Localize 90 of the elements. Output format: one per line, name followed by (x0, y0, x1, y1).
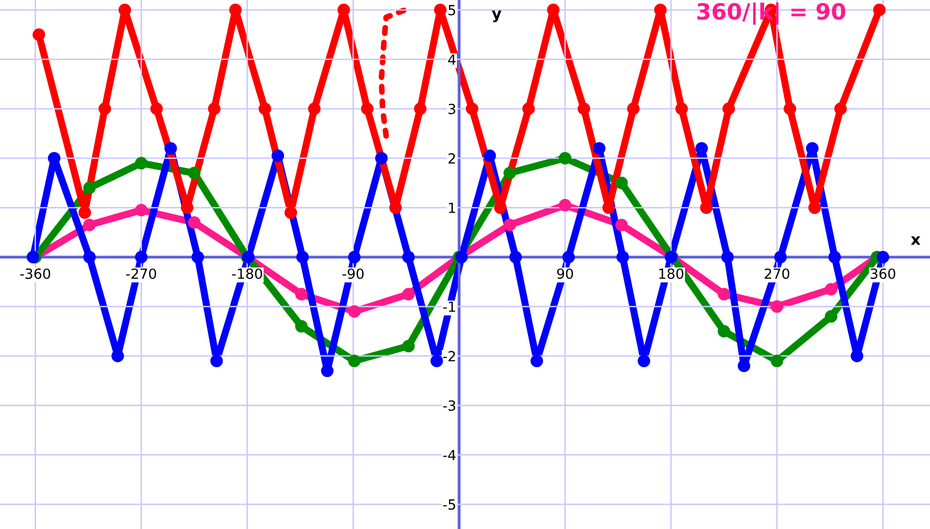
point (718, 288, 730, 300)
point (430, 354, 443, 368)
x-tick-label: 90 (557, 268, 573, 279)
y-tick-label: -2 (443, 350, 455, 362)
point (78, 206, 92, 219)
point (164, 142, 177, 155)
point (873, 4, 886, 16)
x-tick-label: -90 (342, 268, 364, 279)
point (578, 102, 590, 116)
point (592, 142, 606, 155)
point (150, 102, 163, 116)
point (83, 182, 96, 194)
point (675, 102, 688, 116)
point (348, 250, 361, 264)
y-tick-label: 5 (448, 5, 456, 16)
x-tick-label: 180 (659, 268, 684, 279)
point (295, 288, 308, 300)
point (721, 250, 734, 264)
point (503, 166, 516, 180)
x-tick-label: 360 (870, 268, 896, 279)
point (192, 250, 204, 264)
point (308, 102, 321, 116)
point (638, 354, 650, 368)
point (615, 176, 628, 190)
point (774, 250, 787, 264)
point (784, 102, 796, 116)
point (135, 250, 148, 264)
y-tick-label: -1 (443, 302, 456, 312)
point (284, 206, 298, 219)
point (615, 218, 628, 232)
point (402, 250, 415, 264)
point (558, 198, 572, 212)
point (98, 102, 112, 116)
point (738, 360, 750, 372)
point (718, 324, 730, 338)
point (188, 166, 200, 180)
x-tick-label: -360 (20, 268, 50, 279)
point (348, 305, 361, 318)
y-tick-label: -3 (443, 400, 456, 411)
point (210, 354, 223, 368)
point (627, 102, 640, 116)
point (26, 250, 40, 264)
point (834, 102, 847, 116)
point (361, 102, 374, 116)
point (466, 102, 478, 116)
point (83, 250, 96, 264)
y-tick-label: 1 (449, 202, 456, 213)
point (824, 310, 838, 323)
point (135, 156, 148, 170)
x-tick-label: -270 (126, 268, 156, 279)
point (530, 354, 544, 368)
point (296, 250, 309, 264)
point (208, 102, 221, 116)
point (135, 204, 148, 216)
point (483, 149, 496, 162)
point (455, 250, 468, 264)
y-tick-label: -5 (443, 499, 456, 510)
point (770, 300, 784, 313)
point (503, 218, 516, 232)
point (562, 250, 575, 264)
point (348, 354, 361, 368)
point (770, 354, 784, 368)
point (824, 282, 838, 296)
y-tick-label: 3 (448, 104, 456, 114)
point (32, 28, 46, 41)
point (258, 102, 272, 116)
point (272, 149, 284, 162)
y-tick-label: 2 (448, 153, 455, 164)
point (188, 216, 200, 229)
point (375, 152, 388, 164)
point (321, 364, 334, 378)
point (828, 250, 841, 264)
point (402, 288, 415, 300)
point (414, 102, 427, 116)
point (522, 102, 535, 116)
point (616, 250, 629, 264)
point (402, 340, 415, 352)
point (83, 218, 96, 232)
y-axis-title: y (492, 10, 502, 22)
point (48, 152, 60, 164)
x-axis-title: x (910, 236, 920, 245)
x-tick-label: -180 (232, 268, 262, 279)
y-tick-label: -4 (443, 450, 456, 460)
y-tick-label: 4 (448, 54, 456, 65)
x-tick-label: 270 (764, 268, 790, 279)
point (295, 320, 308, 333)
point (558, 152, 572, 164)
point (509, 250, 522, 264)
point (876, 250, 890, 264)
point (722, 102, 735, 116)
